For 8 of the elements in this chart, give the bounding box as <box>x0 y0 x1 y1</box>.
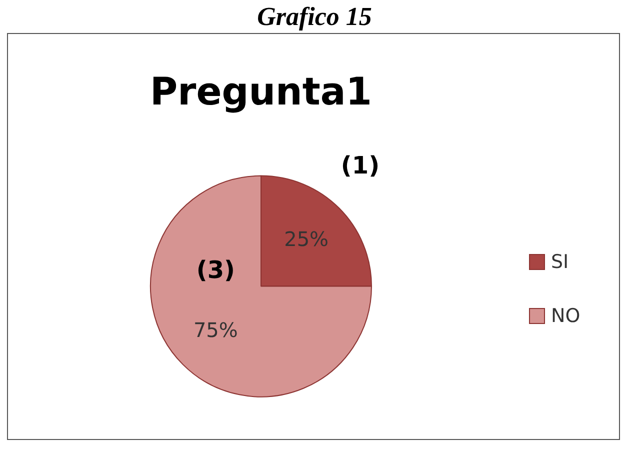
legend-label: SI <box>551 250 569 273</box>
chart-title: Pregunta1 <box>150 70 372 114</box>
text: (1) <box>340 151 380 180</box>
text: Grafico 15 <box>256 2 373 32</box>
data-label: 75% <box>193 318 238 342</box>
data-label: 25% <box>284 227 329 252</box>
text: (3) <box>196 256 235 284</box>
legend-label: NO <box>551 304 580 327</box>
